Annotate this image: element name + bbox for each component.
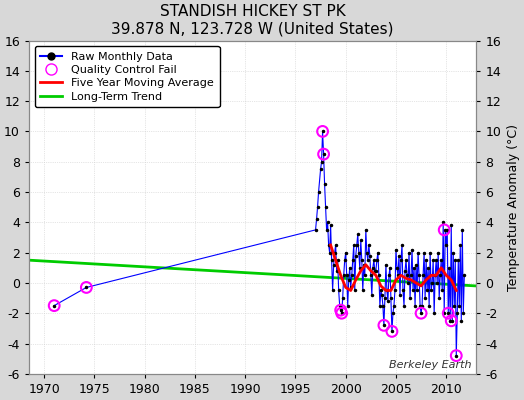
Point [320,151,328,157]
Title: STANDISH HICKEY ST PK
39.878 N, 123.728 W (United States): STANDISH HICKEY ST PK 39.878 N, 123.728 … [112,4,394,36]
Point [444,310,452,316]
Point [440,227,449,233]
Point [319,128,327,135]
Point [82,284,91,291]
Point [417,310,425,316]
Point [452,352,461,359]
Point [336,307,345,313]
Point [388,328,396,334]
Y-axis label: Temperature Anomaly (°C): Temperature Anomaly (°C) [507,124,520,291]
Point [380,322,388,328]
Text: Berkeley Earth: Berkeley Earth [389,360,472,370]
Point [447,318,455,324]
Point [50,302,58,309]
Point [337,310,346,316]
Legend: Raw Monthly Data, Quality Control Fail, Five Year Moving Average, Long-Term Tren: Raw Monthly Data, Quality Control Fail, … [35,46,220,107]
